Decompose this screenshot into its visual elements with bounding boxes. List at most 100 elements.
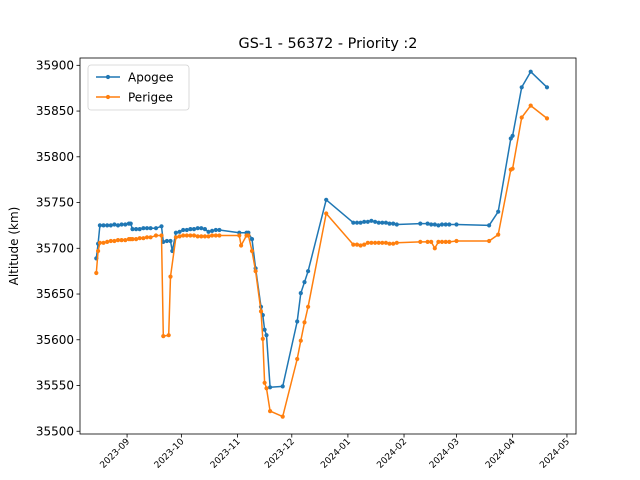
data-point-apogee xyxy=(184,227,189,233)
data-point-perigee xyxy=(262,380,267,385)
data-point-perigee xyxy=(394,240,399,245)
data-point-apogee xyxy=(351,220,356,225)
data-point-perigee xyxy=(119,238,124,243)
y-tick-label: 35550 xyxy=(36,379,74,393)
data-point-apogee xyxy=(306,269,311,274)
data-point-perigee xyxy=(443,239,448,244)
data-point-apogee xyxy=(528,69,533,74)
legend-label-apogee: Apogee xyxy=(128,71,174,85)
data-point-apogee xyxy=(454,222,459,227)
data-point-perigee xyxy=(191,233,197,238)
data-point-perigee xyxy=(97,240,102,245)
data-point-apogee xyxy=(369,218,374,223)
data-point-apogee xyxy=(376,220,381,225)
data-point-apogee xyxy=(202,227,207,232)
data-point-perigee xyxy=(168,274,173,279)
data-point-perigee xyxy=(166,333,171,338)
data-point-perigee xyxy=(373,240,378,245)
data-point-perigee xyxy=(173,235,178,240)
plot-frame xyxy=(79,57,577,435)
data-point-apogee xyxy=(432,222,437,227)
data-point-apogee xyxy=(425,221,430,226)
data-point-perigee xyxy=(246,233,251,238)
data-point-perigee xyxy=(302,320,307,325)
data-point-apogee xyxy=(280,384,285,389)
data-point-perigee xyxy=(237,233,242,238)
data-point-perigee xyxy=(239,243,244,248)
data-point-perigee xyxy=(177,234,182,239)
data-point-apogee xyxy=(108,223,113,228)
data-point-perigee xyxy=(306,304,311,309)
data-point-perigee xyxy=(253,269,258,274)
y-tick-label: 35600 xyxy=(36,333,74,347)
data-point-apogee xyxy=(439,222,445,227)
data-point-apogee xyxy=(298,291,303,296)
data-point-apogee xyxy=(105,223,110,228)
data-point-perigee xyxy=(101,240,106,245)
data-point-apogee xyxy=(447,222,452,227)
data-point-perigee xyxy=(510,166,515,171)
data-point-perigee xyxy=(199,234,204,239)
y-tick-label: 35900 xyxy=(36,58,74,72)
data-point-apogee xyxy=(354,220,360,225)
data-point-perigee xyxy=(544,116,550,121)
data-point-perigee xyxy=(324,211,329,216)
data-point-perigee xyxy=(217,233,222,238)
data-point-apogee xyxy=(112,222,117,227)
data-point-apogee xyxy=(380,220,385,225)
data-point-apogee xyxy=(302,280,307,285)
data-point-perigee xyxy=(105,239,110,244)
data-point-apogee xyxy=(544,85,550,90)
data-point-perigee xyxy=(418,239,423,244)
data-point-perigee xyxy=(213,233,218,238)
legend-marker-perigee xyxy=(105,94,111,100)
data-point-apogee xyxy=(206,229,211,234)
data-point-apogee xyxy=(130,227,135,232)
data-point-perigee xyxy=(148,235,153,240)
data-point-apogee xyxy=(268,385,273,390)
data-point-apogee xyxy=(262,327,267,332)
data-point-perigee xyxy=(130,237,135,242)
data-point-perigee xyxy=(436,239,441,244)
data-point-perigee xyxy=(425,239,430,244)
data-point-perigee xyxy=(362,242,367,247)
data-point-apogee xyxy=(210,228,215,233)
y-tick-label: 35500 xyxy=(36,424,74,438)
data-point-apogee xyxy=(487,223,492,228)
plot-area xyxy=(94,69,550,419)
data-point-apogee xyxy=(387,221,392,226)
legend-label-perigee: Perigee xyxy=(128,91,173,105)
data-point-apogee xyxy=(137,227,142,232)
data-point-apogee xyxy=(97,223,102,228)
data-point-perigee xyxy=(432,246,437,251)
data-point-apogee xyxy=(383,220,388,225)
data-point-apogee xyxy=(264,333,269,338)
data-point-perigee xyxy=(298,338,303,343)
data-point-perigee xyxy=(439,239,445,244)
data-point-perigee xyxy=(112,238,117,244)
data-point-perigee xyxy=(249,248,255,254)
data-point-perigee xyxy=(383,240,388,245)
data-point-apogee xyxy=(373,219,378,224)
data-point-perigee xyxy=(369,240,374,245)
y-tick-label: 35650 xyxy=(36,287,74,301)
y-tick-label: 35850 xyxy=(36,104,74,118)
data-point-apogee xyxy=(101,223,106,228)
data-point-perigee xyxy=(376,240,381,245)
data-point-apogee xyxy=(168,238,173,244)
data-point-perigee xyxy=(195,234,200,239)
y-axis-label: Altitude (km) xyxy=(7,207,21,286)
data-point-apogee xyxy=(362,219,367,224)
data-point-perigee xyxy=(161,334,166,339)
data-point-perigee xyxy=(365,240,370,245)
data-point-perigee xyxy=(134,237,139,242)
data-point-perigee xyxy=(351,242,356,247)
data-point-apogee xyxy=(148,226,153,231)
data-point-apogee xyxy=(173,230,178,235)
data-point-perigee xyxy=(210,233,215,238)
data-point-perigee xyxy=(137,236,142,241)
data-point-apogee xyxy=(134,227,139,232)
data-point-apogee xyxy=(181,227,186,233)
data-point-perigee xyxy=(268,409,273,414)
data-point-perigee xyxy=(206,234,211,239)
